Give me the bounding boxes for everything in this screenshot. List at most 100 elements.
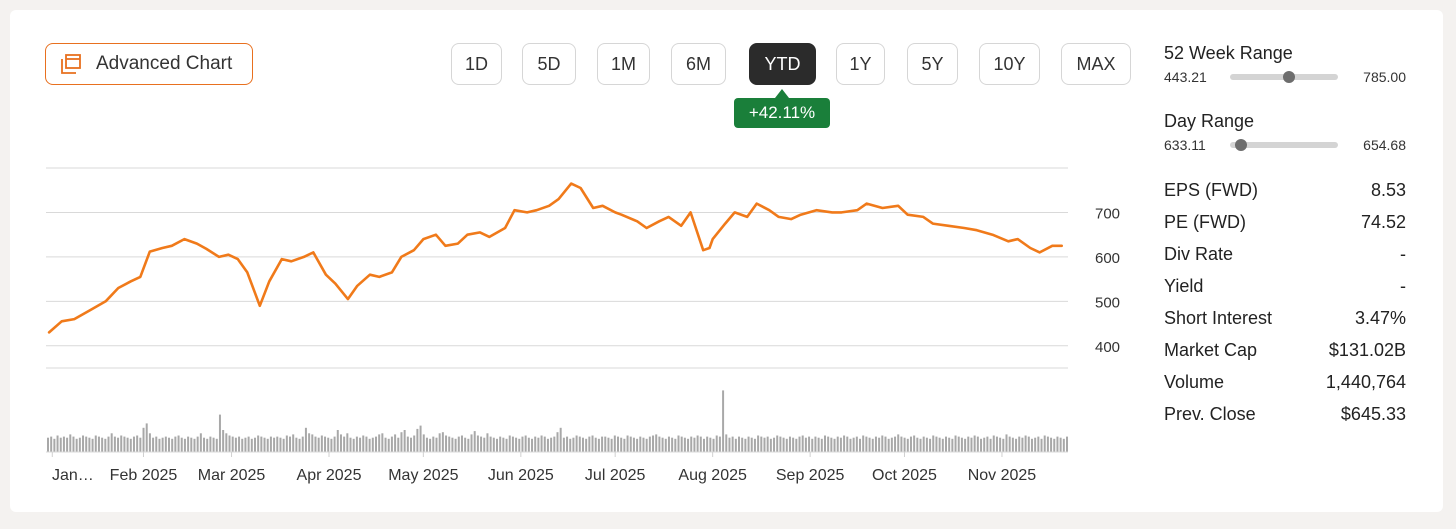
volume-bar	[687, 438, 690, 452]
volume-bar	[324, 436, 327, 452]
volume-bar	[1002, 438, 1005, 452]
volume-bar	[473, 431, 476, 452]
advanced-chart-button[interactable]: Advanced Chart	[45, 43, 253, 85]
range-button-6m[interactable]: 6M	[671, 43, 726, 85]
volume-bar	[483, 437, 486, 452]
volume-bar	[973, 435, 976, 452]
stat-value: 1,440,764	[1325, 371, 1406, 392]
volume-bar	[855, 436, 858, 452]
stat-row: EPS (FWD) 8.53	[1164, 178, 1406, 202]
range-button-1d[interactable]: 1D	[451, 43, 502, 85]
volume-bar	[798, 436, 801, 452]
volume-bar	[78, 437, 81, 452]
volume-bar	[492, 437, 495, 452]
volume-bar	[843, 435, 846, 452]
volume-bar	[944, 436, 947, 452]
volume-bar	[846, 436, 849, 452]
volume-bar	[502, 437, 505, 452]
volume-bar	[543, 436, 546, 452]
volume-bar	[212, 437, 215, 452]
volume-bar	[400, 432, 403, 452]
volume-bar	[260, 436, 263, 452]
volume-bar	[874, 436, 877, 452]
day-low: 633.11	[1164, 137, 1206, 153]
volume-bar	[894, 436, 897, 452]
volume-bar	[948, 437, 951, 452]
volume-bar	[919, 438, 922, 452]
volume-bar	[935, 436, 938, 452]
volume-bar	[289, 436, 292, 452]
range-button-ytd[interactable]: YTD	[749, 43, 816, 85]
volume-bar	[486, 433, 489, 452]
range-button-1m[interactable]: 1M	[597, 43, 650, 85]
range-button-max[interactable]: MAX	[1061, 43, 1131, 85]
volume-bar	[585, 438, 588, 452]
volume-bar	[88, 437, 91, 452]
volume-bar	[999, 437, 1002, 452]
volume-bar	[1053, 438, 1056, 452]
volume-bar	[941, 438, 944, 452]
volume-bar	[575, 435, 578, 452]
volume-bar	[916, 437, 919, 452]
volume-bar	[667, 436, 670, 452]
quote-card	[10, 10, 1443, 512]
volume-bar	[884, 436, 887, 452]
volume-bar	[362, 435, 365, 452]
x-tick-label: Jun 2025	[488, 467, 554, 484]
volume-bar	[642, 437, 645, 452]
volume-bar	[432, 436, 435, 452]
range-button-10y[interactable]: 10Y	[979, 43, 1040, 85]
volume-bar	[215, 438, 218, 452]
y-tick-label: 500	[1095, 294, 1120, 311]
price-line	[47, 182, 1063, 334]
volume-bar	[174, 436, 177, 452]
range-button-5d[interactable]: 5D	[522, 43, 576, 85]
volume-bar	[566, 436, 569, 452]
volume-bar	[336, 430, 339, 452]
range-button-1y[interactable]: 1Y	[836, 43, 885, 85]
volume-bar	[645, 438, 648, 452]
volume-bar	[760, 436, 763, 452]
volume-bar	[753, 438, 756, 452]
volume-bar	[868, 437, 871, 452]
x-tick-label: Jan…	[52, 467, 94, 484]
volume-bar	[887, 438, 890, 452]
volume-bar	[531, 438, 534, 452]
volume-bar	[967, 436, 970, 452]
stat-label: Yield	[1164, 275, 1204, 296]
volume-bar	[269, 436, 272, 452]
volume-bar	[460, 435, 463, 452]
week52-high: 785.00	[1363, 69, 1406, 85]
week52-low: 443.21	[1164, 69, 1207, 85]
volume-bar	[658, 436, 661, 452]
volume-bar	[113, 436, 116, 452]
volume-bar	[578, 436, 581, 452]
stat-value: $645.33	[1340, 403, 1406, 424]
volume-bar	[56, 435, 59, 452]
range-button-5y[interactable]: 5Y	[907, 43, 958, 85]
advanced-chart-label: Advanced Chart	[96, 53, 233, 74]
volume-bar	[311, 434, 314, 452]
volume-bar	[451, 437, 454, 452]
y-tick-label: 400	[1095, 339, 1120, 356]
volume-bar	[540, 435, 543, 452]
volume-bar	[126, 437, 129, 452]
volume-bar	[464, 437, 467, 452]
volume-bar	[72, 436, 75, 452]
volume-bar	[1021, 437, 1024, 452]
volume-bar	[1043, 435, 1046, 452]
volume-bar	[168, 437, 171, 452]
chart-window-icon	[61, 54, 81, 74]
volume-bar	[683, 437, 686, 452]
volume-bar	[839, 437, 842, 452]
volume-bar	[196, 436, 199, 452]
volume-bar	[148, 433, 151, 452]
volume-bar	[110, 433, 113, 452]
week52-marker	[1283, 71, 1296, 83]
volume-bar	[250, 438, 253, 452]
volume-bar	[308, 433, 311, 452]
volume-bar	[476, 435, 479, 452]
volume-bar	[515, 437, 518, 452]
volume-bar	[445, 435, 448, 452]
volume-bar	[808, 436, 811, 452]
